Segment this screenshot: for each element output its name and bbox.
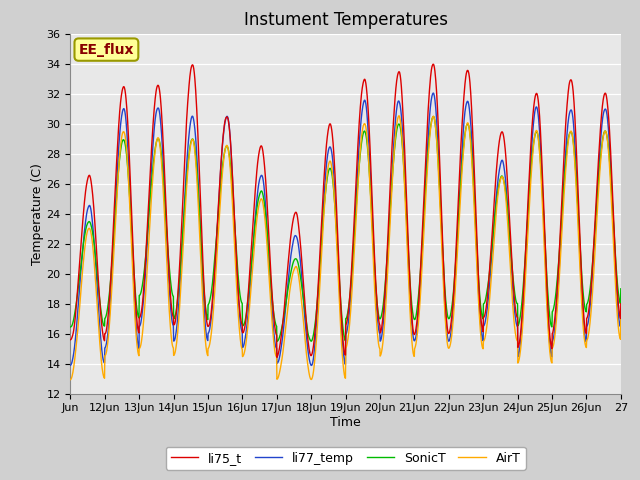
li77_temp bbox=[429, 90, 437, 96]
li77_temp bbox=[617, 309, 625, 314]
Line: li77_temp: li77_temp bbox=[70, 93, 621, 365]
li75_t bbox=[320, 180, 328, 186]
SonicT bbox=[429, 114, 437, 120]
li77_temp bbox=[335, 262, 342, 267]
li75_t bbox=[273, 355, 281, 360]
li75_t bbox=[602, 90, 609, 96]
Line: SonicT: SonicT bbox=[70, 117, 621, 341]
Legend: li75_t, li77_temp, SonicT, AirT: li75_t, li77_temp, SonicT, AirT bbox=[166, 447, 525, 469]
SonicT bbox=[320, 209, 328, 215]
Y-axis label: Temperature (C): Temperature (C) bbox=[31, 163, 44, 264]
li77_temp bbox=[500, 167, 508, 172]
li75_t bbox=[67, 337, 74, 343]
li77_temp bbox=[307, 362, 315, 368]
li77_temp bbox=[67, 362, 74, 368]
AirT bbox=[67, 377, 74, 383]
SonicT bbox=[617, 286, 625, 292]
SonicT bbox=[500, 180, 508, 186]
li75_t bbox=[335, 249, 342, 254]
li75_t bbox=[500, 138, 508, 144]
Line: li75_t: li75_t bbox=[70, 64, 621, 358]
SonicT bbox=[273, 338, 281, 344]
Text: EE_flux: EE_flux bbox=[79, 43, 134, 57]
li77_temp bbox=[95, 305, 102, 311]
li77_temp bbox=[601, 106, 609, 112]
li75_t bbox=[601, 90, 609, 96]
li75_t bbox=[95, 280, 102, 286]
AirT bbox=[601, 128, 609, 134]
SonicT bbox=[602, 128, 609, 134]
SonicT bbox=[67, 324, 74, 330]
li75_t bbox=[429, 61, 437, 67]
li77_temp bbox=[320, 198, 328, 204]
AirT bbox=[334, 270, 342, 276]
li77_temp bbox=[602, 106, 609, 112]
AirT bbox=[601, 129, 609, 134]
AirT bbox=[500, 180, 508, 186]
AirT bbox=[617, 314, 625, 320]
Line: AirT: AirT bbox=[70, 116, 621, 380]
li75_t bbox=[617, 301, 625, 307]
Title: Instument Temperatures: Instument Temperatures bbox=[244, 11, 447, 29]
SonicT bbox=[335, 261, 342, 266]
AirT bbox=[319, 218, 327, 224]
X-axis label: Time: Time bbox=[330, 416, 361, 429]
SonicT bbox=[601, 128, 609, 134]
SonicT bbox=[95, 286, 102, 291]
AirT bbox=[395, 113, 403, 119]
AirT bbox=[95, 322, 102, 328]
